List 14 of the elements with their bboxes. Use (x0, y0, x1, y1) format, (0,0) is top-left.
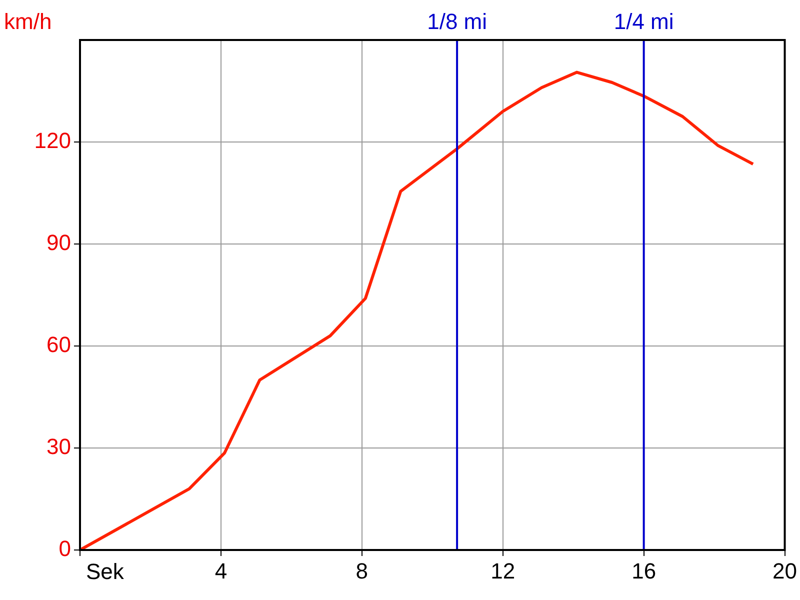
x-tick-label: 12 (490, 558, 516, 584)
y-tick-label: 120 (34, 128, 71, 154)
x-axis-title: Sek (86, 559, 125, 584)
x-tick-label: 8 (356, 558, 368, 584)
y-tick-label: 0 (58, 536, 71, 562)
y-axis-title: km/h (4, 9, 52, 34)
x-tick-label: 16 (632, 558, 656, 584)
y-tick-label: 60 (46, 332, 71, 358)
y-tick-label: 30 (46, 434, 71, 460)
y-tick-label: 90 (46, 230, 71, 256)
x-tick-label: 20 (772, 558, 798, 584)
x-tick-label: 4 (214, 558, 228, 584)
ref-line-label: 1/4 mi (614, 9, 674, 34)
ref-line-label: 1/8 mi (427, 9, 488, 34)
